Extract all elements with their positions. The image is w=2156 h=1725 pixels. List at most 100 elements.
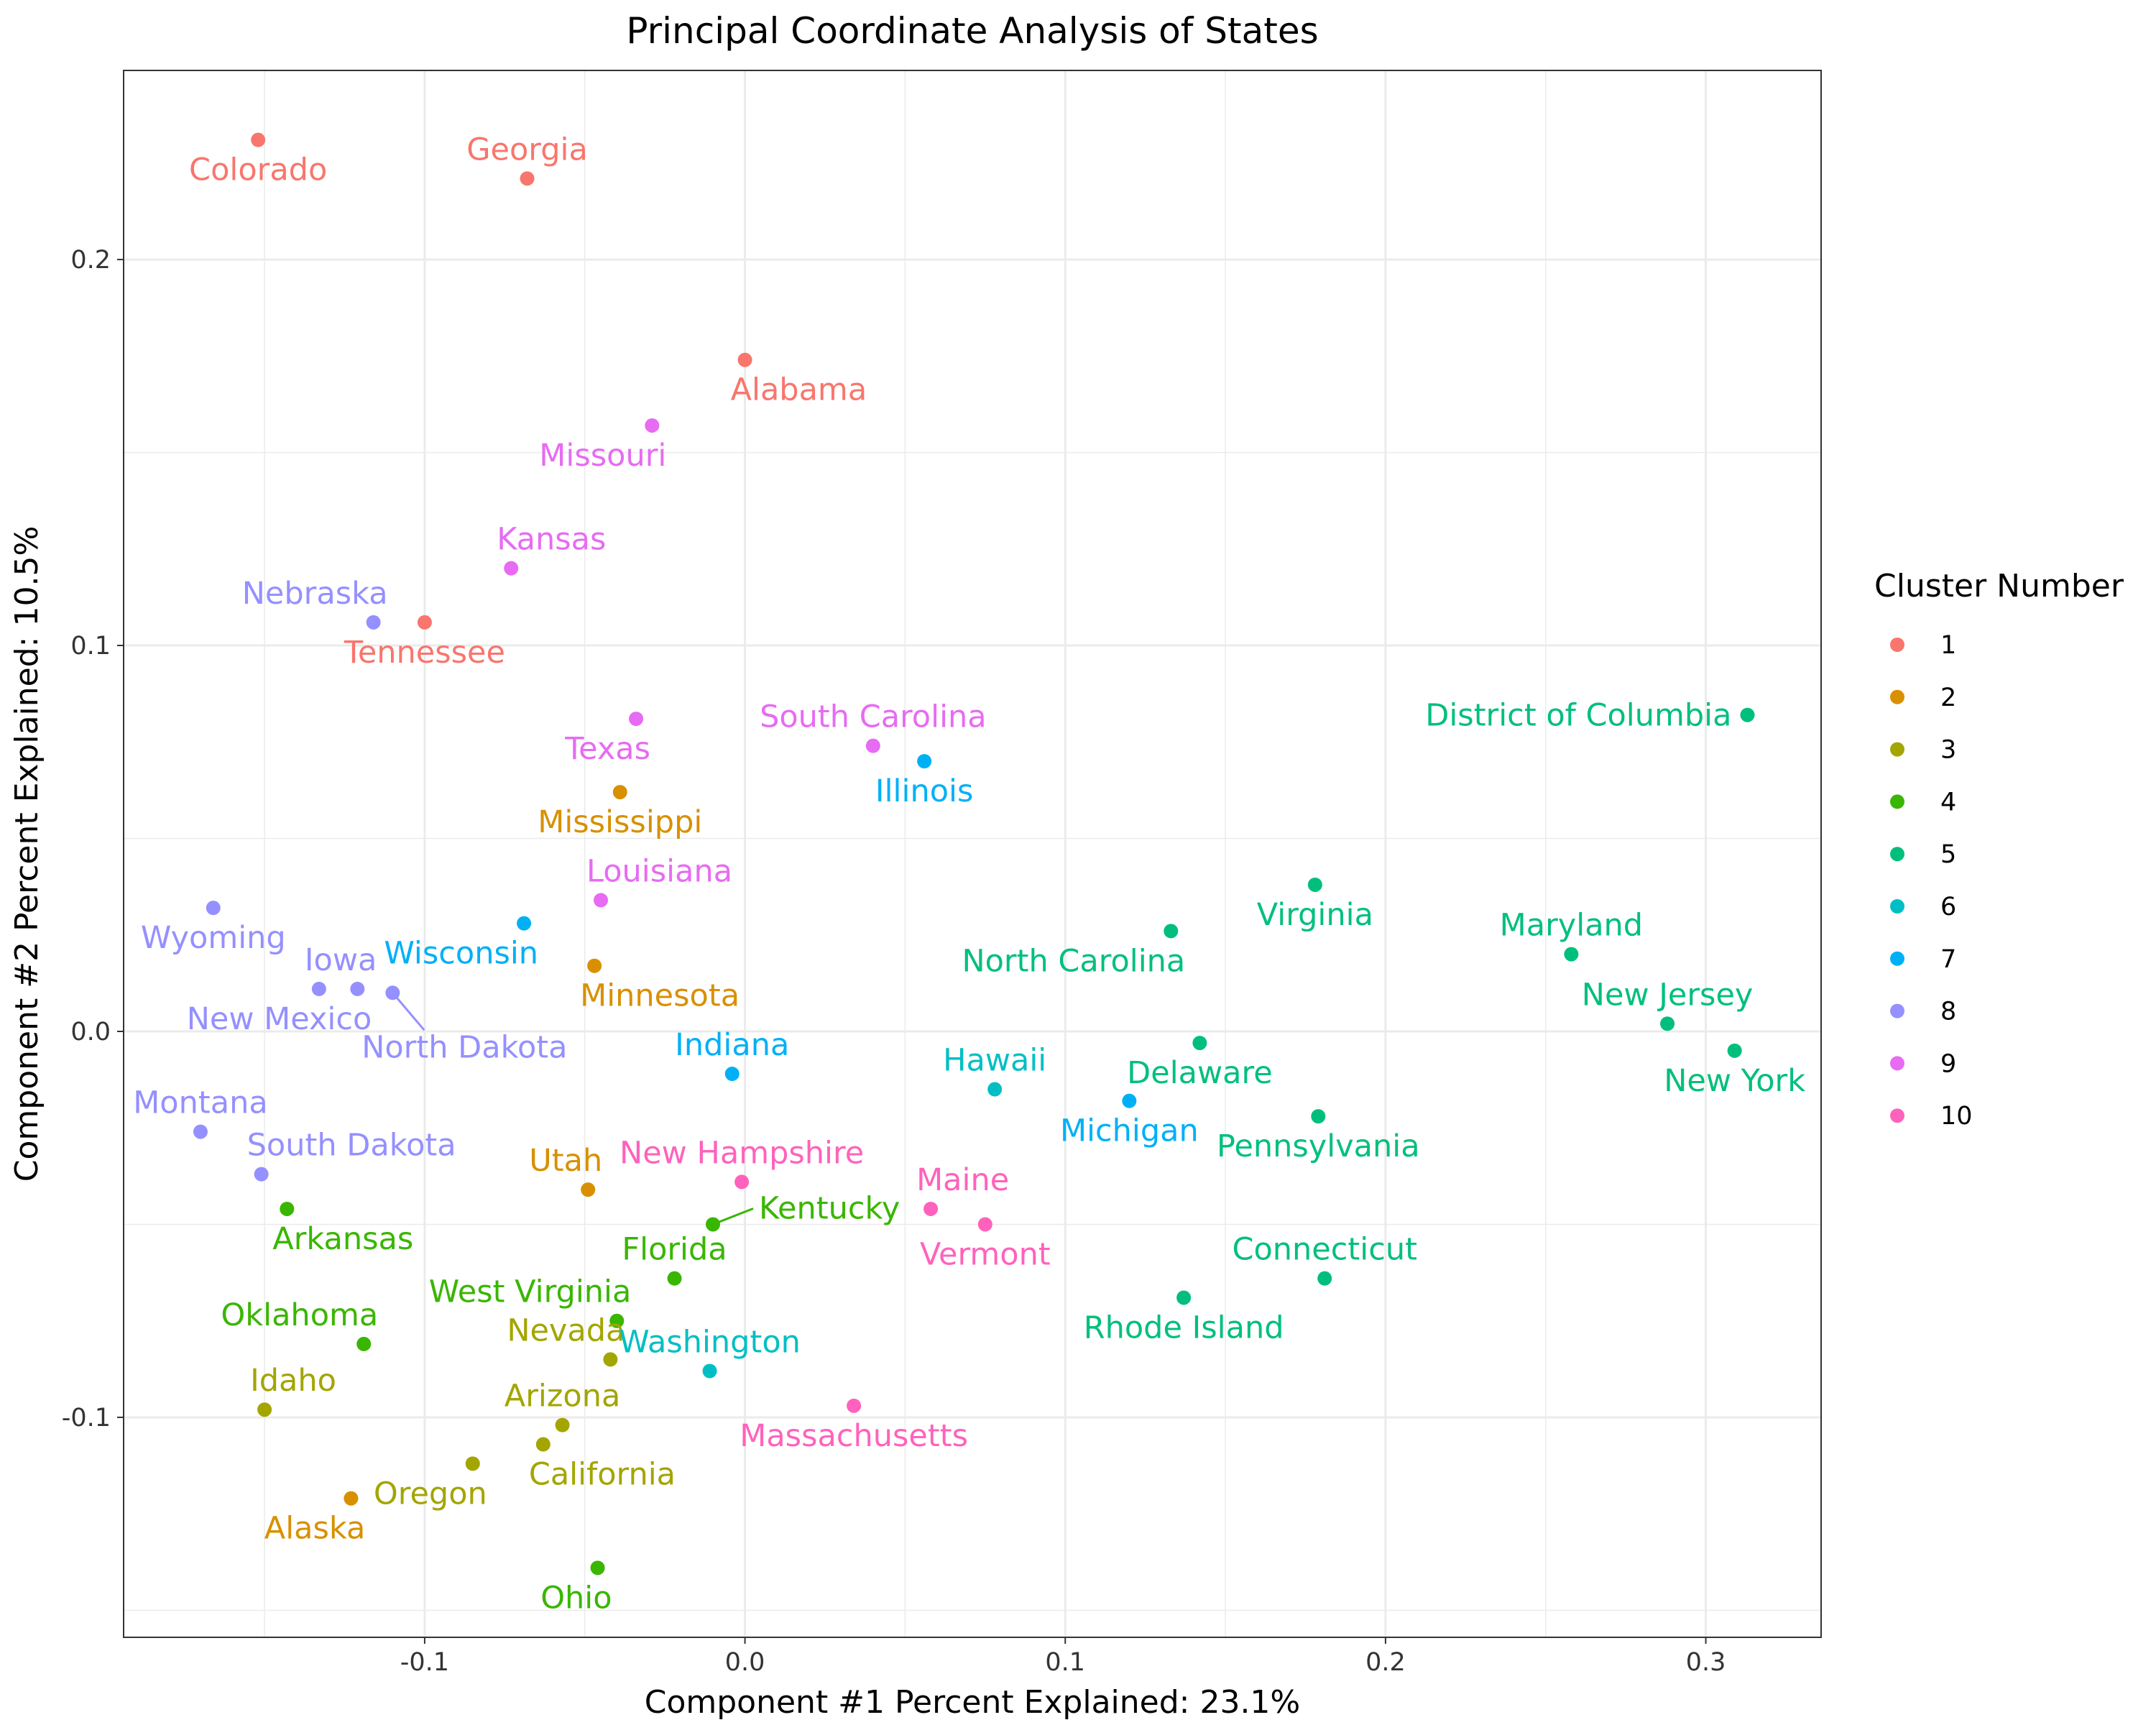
data-point-label: Alabama bbox=[731, 372, 867, 408]
data-point-label: Arizona bbox=[505, 1379, 621, 1414]
data-point-label: Illinois bbox=[875, 773, 973, 809]
data-point-label: Oregon bbox=[374, 1476, 487, 1512]
legend-label: 4 bbox=[1940, 788, 1956, 816]
legend-key bbox=[1890, 951, 1904, 966]
data-point bbox=[590, 1560, 605, 1576]
data-point bbox=[581, 1182, 596, 1197]
legend-key bbox=[1890, 794, 1904, 809]
data-point-label: Montana bbox=[133, 1085, 267, 1121]
plot-area: Colorado Georgia Alabama Tennessee Mississip… bbox=[123, 70, 1822, 1638]
data-point-label: Maine bbox=[916, 1162, 1009, 1198]
data-point bbox=[612, 785, 627, 800]
data-point bbox=[311, 981, 326, 996]
data-point bbox=[385, 985, 400, 1000]
data-point-label: Oklahoma bbox=[221, 1297, 378, 1333]
data-point bbox=[465, 1456, 480, 1471]
data-point-label: District of Columbia bbox=[1425, 698, 1731, 734]
label-leader-line bbox=[392, 992, 425, 1031]
data-point-labels: Colorado Georgia Alabama Tennessee Mississip… bbox=[133, 132, 1805, 1616]
data-point-label: Vermont bbox=[920, 1236, 1051, 1272]
data-point-label: Virginia bbox=[1257, 897, 1373, 933]
data-point-label: Hawaii bbox=[943, 1043, 1046, 1079]
plot-panel bbox=[124, 70, 1821, 1637]
legend-label: 9 bbox=[1940, 1049, 1956, 1078]
data-point-label: Delaware bbox=[1127, 1055, 1273, 1091]
data-point-label: Wisconsin bbox=[384, 936, 538, 972]
data-point bbox=[1192, 1036, 1207, 1051]
data-point-label: Indiana bbox=[675, 1027, 789, 1063]
data-point bbox=[977, 1217, 992, 1232]
data-point bbox=[1740, 707, 1755, 722]
data-point-label: New Jersey bbox=[1582, 977, 1754, 1013]
data-point bbox=[1660, 1016, 1675, 1031]
data-point bbox=[1564, 947, 1579, 962]
data-point bbox=[987, 1082, 1003, 1097]
data-point bbox=[356, 1336, 372, 1351]
data-point-label: Kentucky bbox=[759, 1190, 900, 1226]
data-point-label: North Carolina bbox=[962, 943, 1185, 979]
x-tick-label: 0.1 bbox=[1045, 1648, 1085, 1677]
data-point-label: Idaho bbox=[250, 1363, 336, 1399]
data-point-label: Colorado bbox=[189, 152, 327, 188]
data-point bbox=[923, 1201, 939, 1216]
data-point bbox=[366, 615, 381, 630]
data-point bbox=[706, 1217, 721, 1232]
label-leader-lines bbox=[392, 992, 754, 1225]
x-tick-label: 0.3 bbox=[1686, 1648, 1726, 1677]
data-point bbox=[847, 1398, 862, 1413]
data-point bbox=[520, 171, 535, 186]
legend-label: 10 bbox=[1940, 1102, 1973, 1131]
data-point bbox=[1164, 924, 1179, 939]
legend-label: 7 bbox=[1940, 945, 1956, 974]
data-point bbox=[251, 132, 266, 147]
chart-title: Principal Coordinate Analysis of States bbox=[626, 10, 1318, 52]
data-point bbox=[629, 712, 644, 727]
data-point-label: Washington bbox=[619, 1325, 801, 1361]
legend-label: 5 bbox=[1940, 840, 1956, 869]
data-point bbox=[1317, 1271, 1332, 1286]
y-axis-ticks: -0.1 0.0 0.1 0.2 bbox=[62, 246, 124, 1432]
data-point-label: Mississippi bbox=[538, 804, 702, 840]
data-point bbox=[1176, 1290, 1192, 1305]
grid-lines bbox=[124, 70, 1821, 1637]
data-point-label: Ohio bbox=[540, 1580, 612, 1616]
data-point bbox=[1122, 1093, 1137, 1108]
data-point bbox=[594, 893, 609, 908]
data-point bbox=[1311, 1109, 1326, 1124]
data-point-label: South Dakota bbox=[247, 1128, 456, 1164]
data-point bbox=[193, 1124, 208, 1139]
legend-key bbox=[1890, 1003, 1904, 1018]
legend-label: 6 bbox=[1940, 893, 1956, 921]
legend-key bbox=[1890, 847, 1904, 862]
legend-key bbox=[1890, 689, 1904, 704]
data-point bbox=[417, 615, 432, 630]
data-point bbox=[504, 561, 519, 576]
data-point bbox=[254, 1167, 269, 1182]
data-point-label: Nebraska bbox=[242, 576, 388, 612]
data-point bbox=[555, 1417, 570, 1432]
data-point-label: Rhode Island bbox=[1084, 1310, 1284, 1346]
legend-key bbox=[1890, 742, 1904, 757]
data-point bbox=[702, 1363, 717, 1379]
legend-key bbox=[1890, 638, 1904, 652]
data-point-label: Maryland bbox=[1500, 908, 1643, 944]
x-tick-label: 0.2 bbox=[1365, 1648, 1406, 1677]
data-point-label: Florida bbox=[622, 1232, 727, 1268]
legend-entries: 1 2 3 4 5 6 7 8 9 10 bbox=[1890, 631, 1973, 1131]
legend-label: 1 bbox=[1940, 631, 1956, 660]
data-point bbox=[724, 1067, 740, 1082]
data-point bbox=[865, 738, 880, 753]
plot-border bbox=[123, 70, 1822, 1638]
x-tick-label: 0.0 bbox=[725, 1648, 765, 1677]
data-point-label: North Dakota bbox=[361, 1029, 567, 1065]
data-point-label: New York bbox=[1664, 1063, 1805, 1099]
data-point bbox=[1727, 1043, 1742, 1058]
legend-key bbox=[1890, 899, 1904, 914]
data-point bbox=[350, 981, 365, 996]
data-point bbox=[645, 418, 660, 433]
data-point bbox=[535, 1437, 550, 1452]
data-point bbox=[587, 958, 602, 973]
data-point-label: Wyoming bbox=[141, 920, 286, 956]
x-axis-title: Component #1 Percent Explained: 23.1% bbox=[645, 1684, 1300, 1721]
